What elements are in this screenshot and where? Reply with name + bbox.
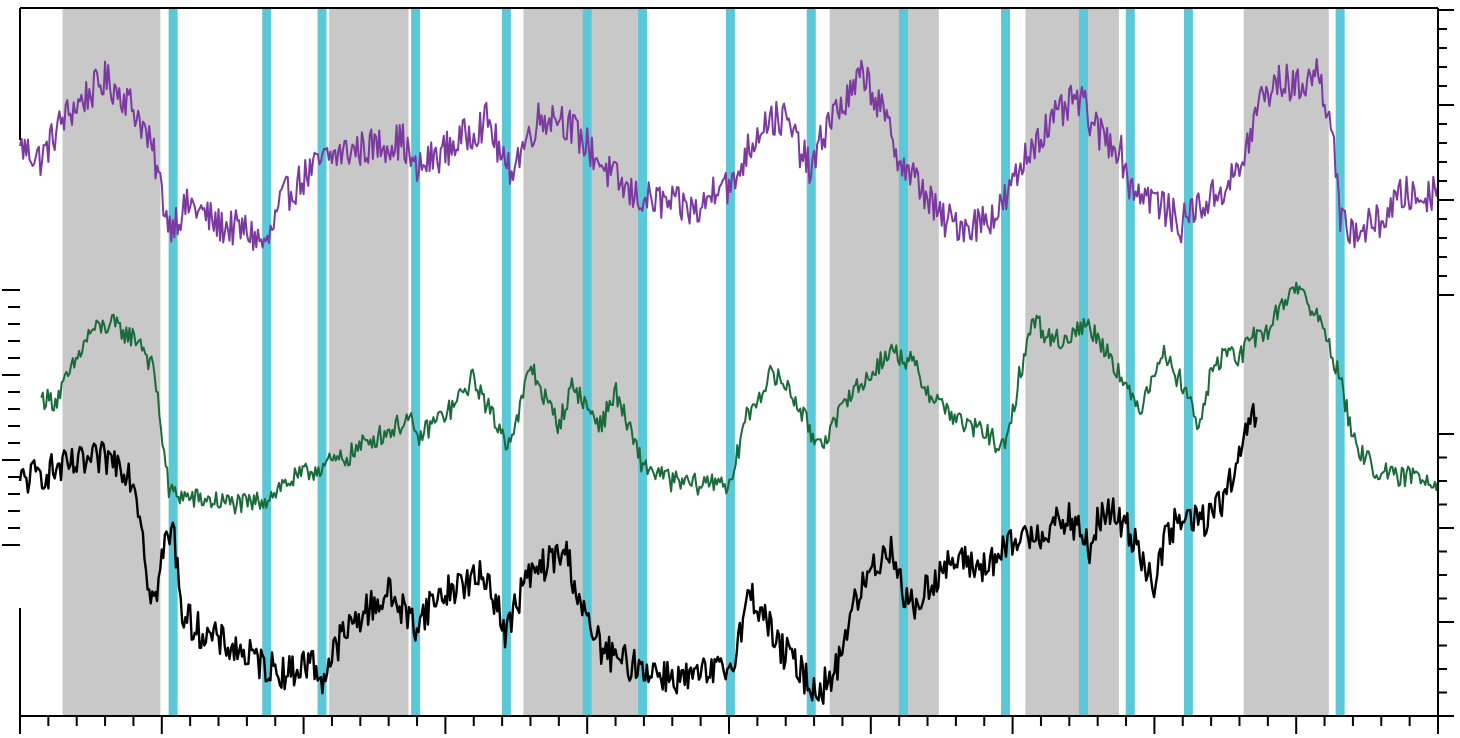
series-lines	[18, 58, 1439, 705]
shaded-interval-1	[62, 8, 161, 716]
shaded-interval-6	[1243, 8, 1329, 716]
series-line-purple	[19, 58, 1439, 251]
series-line-black	[18, 402, 1258, 705]
shaded-interval-5	[1025, 8, 1119, 716]
series-line-green	[40, 281, 1439, 515]
axis-ticks	[2, 9, 1454, 734]
